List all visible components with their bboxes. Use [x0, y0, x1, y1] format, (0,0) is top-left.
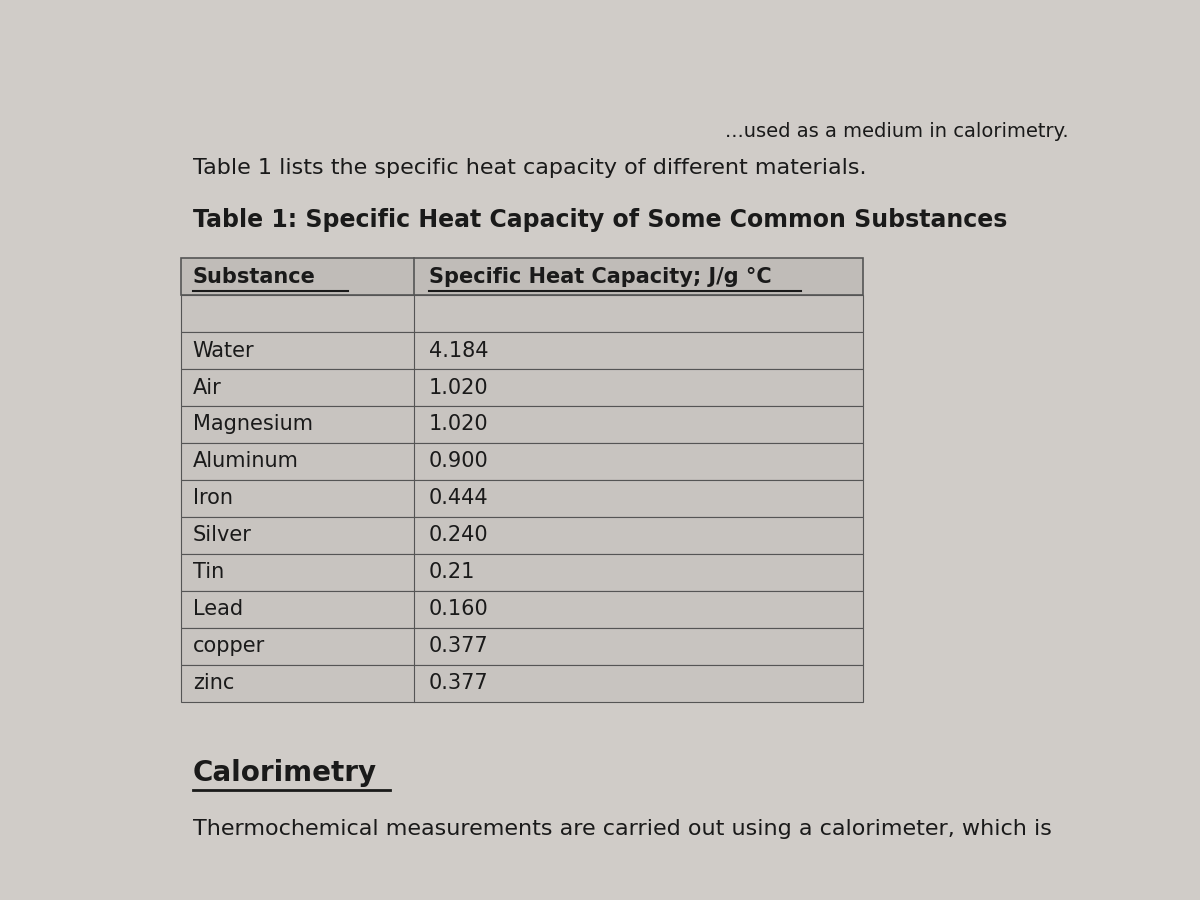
Text: 0.377: 0.377 — [430, 673, 488, 693]
Text: Specific Heat Capacity; J/g °C: Specific Heat Capacity; J/g °C — [430, 266, 772, 286]
Text: copper: copper — [193, 636, 265, 656]
Bar — [181, 332, 863, 369]
Text: Magnesium: Magnesium — [193, 415, 313, 435]
Text: Aluminum: Aluminum — [193, 452, 299, 472]
Text: 0.21: 0.21 — [430, 562, 475, 582]
Text: Calorimetry: Calorimetry — [193, 760, 377, 788]
Bar — [181, 590, 863, 628]
Text: Table 1 lists the specific heat capacity of different materials.: Table 1 lists the specific heat capacity… — [193, 158, 866, 178]
Bar — [181, 480, 863, 517]
Text: 1.020: 1.020 — [430, 415, 488, 435]
Text: Lead: Lead — [193, 599, 242, 619]
Bar — [181, 665, 863, 702]
Bar — [181, 258, 863, 295]
Text: Tin: Tin — [193, 562, 224, 582]
Text: Water: Water — [193, 340, 254, 361]
Text: zinc: zinc — [193, 673, 234, 693]
Text: 4.184: 4.184 — [430, 340, 488, 361]
Bar — [181, 295, 863, 332]
Text: Table 1: Specific Heat Capacity of Some Common Substances: Table 1: Specific Heat Capacity of Some … — [193, 208, 1007, 232]
Bar — [181, 517, 863, 554]
Text: 1.020: 1.020 — [430, 377, 488, 398]
Bar — [181, 406, 863, 443]
Text: ...used as a medium in calorimetry.: ...used as a medium in calorimetry. — [725, 122, 1068, 141]
Bar — [181, 554, 863, 590]
Text: 0.444: 0.444 — [430, 489, 488, 508]
Bar — [181, 443, 863, 480]
Text: 0.160: 0.160 — [430, 599, 488, 619]
Text: 0.900: 0.900 — [430, 452, 488, 472]
Text: 0.377: 0.377 — [430, 636, 488, 656]
Text: Air: Air — [193, 377, 221, 398]
Bar — [181, 369, 863, 406]
Text: Silver: Silver — [193, 526, 252, 545]
Text: 0.240: 0.240 — [430, 526, 488, 545]
Text: Iron: Iron — [193, 489, 233, 508]
Bar — [181, 628, 863, 665]
Text: Thermochemical measurements are carried out using a calorimeter, which is: Thermochemical measurements are carried … — [193, 820, 1051, 840]
Text: Substance: Substance — [193, 266, 316, 286]
